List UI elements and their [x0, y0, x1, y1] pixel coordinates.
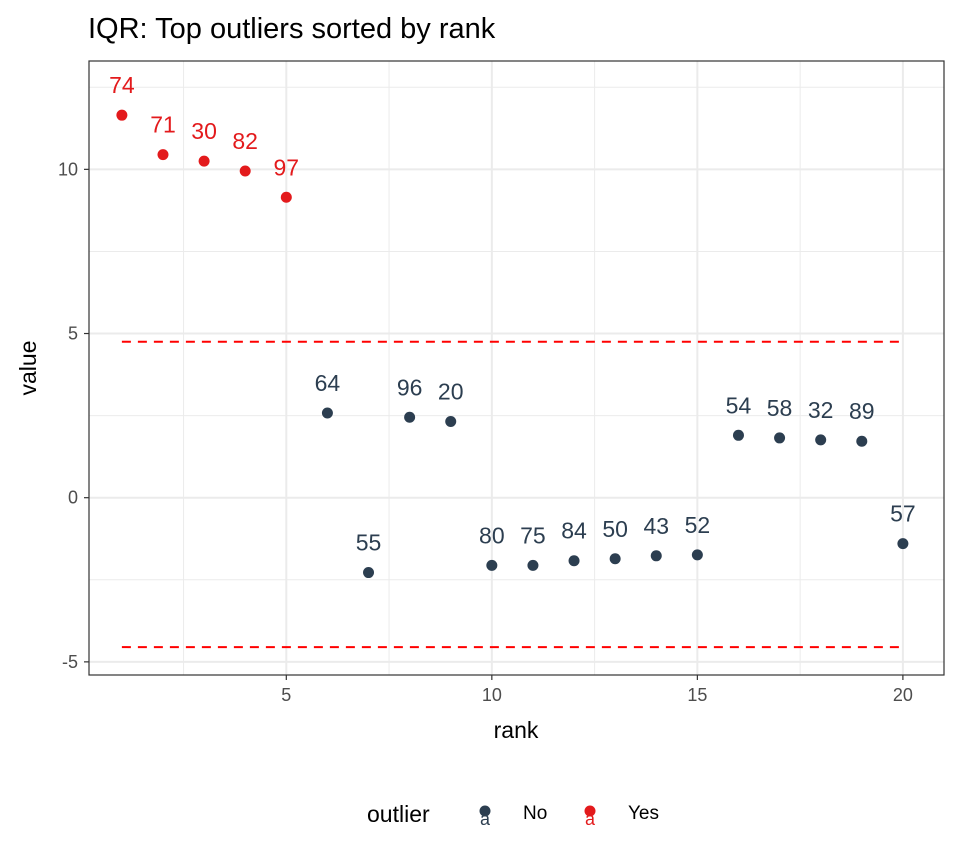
y-tick-label: 10 — [58, 159, 78, 179]
data-point — [897, 538, 909, 550]
y-tick-label: 5 — [68, 324, 78, 344]
plot-border — [88, 60, 945, 676]
data-point — [732, 429, 744, 441]
data-point — [691, 549, 703, 561]
legend-marker — [479, 805, 491, 817]
data-point — [609, 553, 621, 565]
data-point — [445, 416, 457, 428]
legend-title: outlier — [367, 801, 430, 827]
data-point — [363, 567, 375, 579]
y-tick-label: -5 — [62, 652, 78, 672]
data-point — [280, 191, 292, 203]
legend-marker — [584, 805, 596, 817]
x-tick-label: 20 — [893, 685, 913, 705]
plot-background — [89, 61, 944, 675]
data-point — [157, 149, 169, 161]
point-label: 80 — [479, 522, 505, 548]
point-label: 82 — [232, 128, 258, 154]
legend: outlier a No a Yes — [367, 799, 659, 829]
legend-label: No — [523, 803, 547, 824]
point-label: 75 — [520, 522, 546, 548]
point-label: 74 — [109, 72, 135, 98]
x-axis-title: rank — [494, 717, 539, 743]
data-point — [774, 432, 786, 444]
legend-label: Yes — [628, 803, 659, 824]
point-label: 89 — [849, 398, 875, 424]
point-label: 58 — [767, 395, 793, 421]
data-point — [815, 434, 827, 446]
data-point — [650, 550, 662, 562]
point-label: 54 — [726, 392, 752, 418]
data-point — [116, 109, 128, 121]
y-tick-label: 0 — [68, 488, 78, 508]
point-label: 84 — [561, 518, 587, 544]
point-label: 32 — [808, 397, 834, 423]
point-label: 30 — [191, 118, 217, 144]
data-point — [404, 411, 416, 423]
chart-title: IQR: Top outliers sorted by rank — [88, 13, 496, 45]
y-axis-title: value — [15, 341, 41, 396]
legend-text-glyph: a — [585, 809, 596, 829]
data-point — [527, 559, 539, 571]
x-tick-label: 10 — [482, 685, 502, 705]
point-label: 20 — [438, 379, 464, 405]
point-label: 97 — [274, 154, 300, 180]
point-label: 55 — [356, 530, 382, 556]
point-label: 96 — [397, 374, 423, 400]
data-point — [486, 559, 498, 571]
data-point — [568, 555, 580, 567]
point-label: 52 — [685, 512, 711, 538]
point-label: 57 — [890, 501, 916, 527]
point-label: 43 — [643, 513, 669, 539]
x-tick-label: 5 — [281, 685, 291, 705]
x-tick-label: 15 — [687, 685, 707, 705]
legend-text-glyph: a — [480, 809, 491, 829]
data-point — [239, 165, 251, 177]
data-point — [198, 155, 210, 167]
point-label: 50 — [602, 516, 628, 542]
data-point — [321, 407, 333, 419]
point-label: 71 — [150, 112, 176, 138]
point-label: 64 — [315, 370, 341, 396]
data-point — [856, 435, 868, 447]
